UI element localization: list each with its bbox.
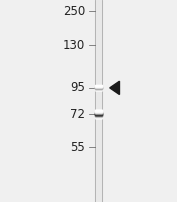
Bar: [95, 115, 102, 116]
Bar: [95, 89, 102, 90]
Bar: [95, 89, 102, 90]
Bar: [95, 88, 102, 89]
Polygon shape: [110, 81, 119, 95]
Text: 250: 250: [63, 5, 85, 18]
Bar: [95, 115, 102, 116]
Bar: [95, 0, 102, 202]
Bar: [95, 88, 102, 89]
Bar: [95, 110, 102, 111]
Bar: [95, 117, 102, 118]
Bar: [95, 114, 102, 115]
Bar: [95, 86, 102, 87]
Bar: [95, 110, 102, 111]
Bar: [95, 113, 102, 114]
Bar: [95, 85, 102, 86]
Bar: [95, 86, 102, 87]
Bar: [95, 116, 102, 117]
Text: 95: 95: [70, 81, 85, 94]
Bar: [95, 113, 102, 114]
Bar: [95, 86, 102, 87]
Bar: [95, 112, 102, 113]
Bar: [95, 85, 102, 86]
Bar: [95, 87, 102, 88]
Bar: [95, 115, 102, 116]
Bar: [95, 111, 102, 112]
Bar: [95, 114, 102, 115]
Bar: [95, 112, 102, 113]
Bar: [95, 110, 102, 111]
Text: 72: 72: [70, 108, 85, 121]
Bar: [95, 116, 102, 117]
Bar: [95, 111, 102, 112]
Text: 55: 55: [70, 141, 85, 154]
Bar: [95, 112, 102, 113]
Bar: [95, 88, 102, 89]
Bar: [95, 85, 102, 86]
Bar: [95, 89, 102, 90]
Bar: [95, 87, 102, 88]
Bar: [95, 117, 102, 118]
Text: 130: 130: [63, 39, 85, 52]
Bar: [95, 114, 102, 115]
Bar: [95, 111, 102, 112]
Bar: [95, 113, 102, 114]
Bar: [95, 87, 102, 88]
Bar: [95, 116, 102, 117]
Bar: [95, 117, 102, 118]
